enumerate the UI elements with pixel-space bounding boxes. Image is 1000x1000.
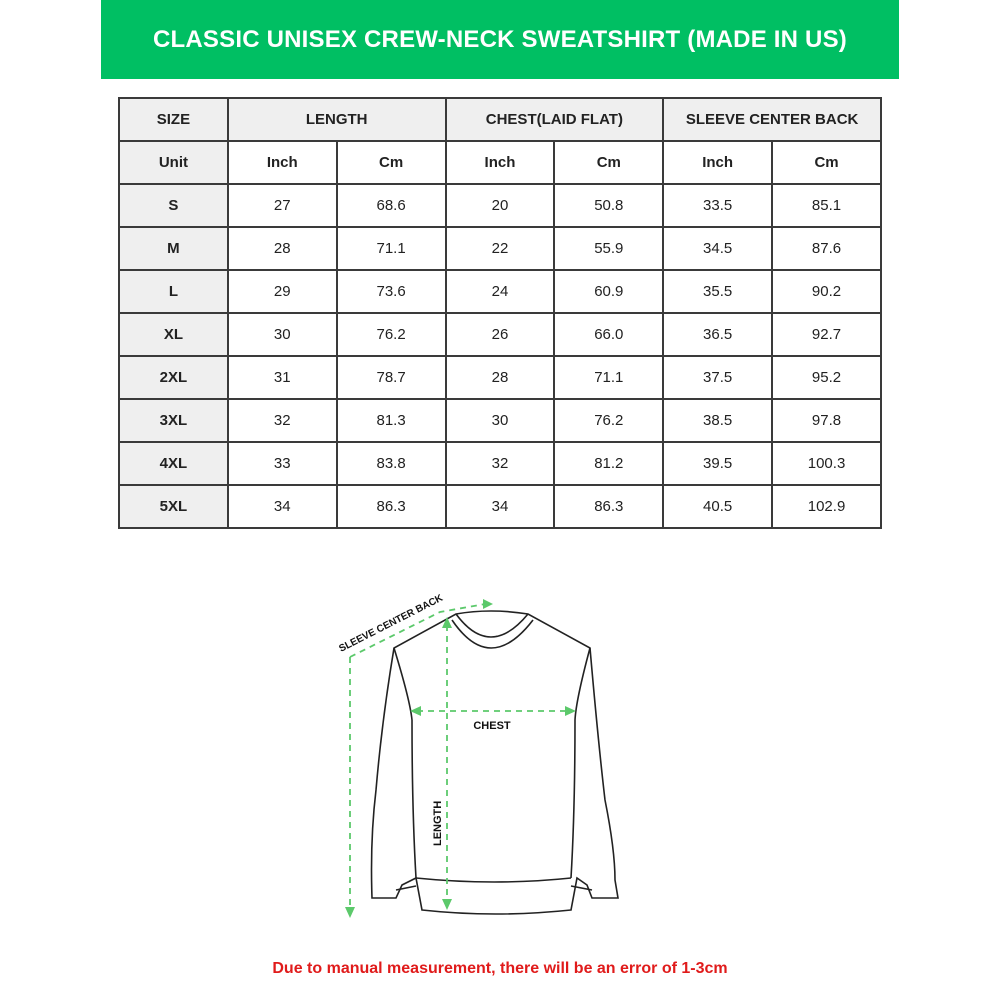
value-cell: 22 — [444, 226, 556, 271]
unit-cell: Unit — [118, 140, 229, 185]
table-row: L 29 73.6 24 60.9 35.5 90.2 — [118, 269, 882, 314]
unit-cell: Cm — [553, 140, 665, 185]
value-cell: 76.2 — [553, 398, 665, 443]
value-cell: 60.9 — [553, 269, 665, 314]
value-cell: 81.3 — [335, 398, 447, 443]
title-banner: CLASSIC UNISEX CREW-NECK SWEATSHIRT (MAD… — [101, 0, 899, 79]
unit-cell: Cm — [335, 140, 447, 185]
value-cell: 27 — [226, 183, 338, 228]
value-cell: 73.6 — [335, 269, 447, 314]
value-cell: 55.9 — [553, 226, 665, 271]
value-cell: 32 — [444, 441, 556, 486]
value-cell: 97.8 — [771, 398, 882, 443]
value-cell: 86.3 — [335, 484, 447, 529]
header-row: SIZE LENGTH CHEST(LAID FLAT) SLEEVE CENT… — [118, 97, 882, 142]
value-cell: 34 — [226, 484, 338, 529]
value-cell: 24 — [444, 269, 556, 314]
header-chest: CHEST(LAID FLAT) — [444, 97, 665, 142]
header-size: SIZE — [118, 97, 229, 142]
value-cell: 76.2 — [335, 312, 447, 357]
value-cell: 37.5 — [662, 355, 774, 400]
header-length: LENGTH — [226, 97, 447, 142]
table-row: 2XL 31 78.7 28 71.1 37.5 95.2 — [118, 355, 882, 400]
value-cell: 34.5 — [662, 226, 774, 271]
value-cell: 78.7 — [335, 355, 447, 400]
unit-cell: Cm — [771, 140, 882, 185]
chest-label: CHEST — [473, 720, 511, 732]
value-cell: 50.8 — [553, 183, 665, 228]
value-cell: 39.5 — [662, 441, 774, 486]
value-cell: 71.1 — [335, 226, 447, 271]
value-cell: 85.1 — [771, 183, 882, 228]
value-cell: 20 — [444, 183, 556, 228]
size-cell: 3XL — [118, 398, 229, 443]
table-row: S 27 68.6 20 50.8 33.5 85.1 — [118, 183, 882, 228]
size-cell: S — [118, 183, 229, 228]
value-cell: 28 — [444, 355, 556, 400]
unit-cell: Inch — [226, 140, 338, 185]
value-cell: 86.3 — [553, 484, 665, 529]
table-row: XL 30 76.2 26 66.0 36.5 92.7 — [118, 312, 882, 357]
unit-cell: Inch — [662, 140, 774, 185]
length-label: LENGTH — [432, 801, 444, 846]
value-cell: 102.9 — [771, 484, 882, 529]
value-cell: 95.2 — [771, 355, 882, 400]
size-cell: 4XL — [118, 441, 229, 486]
size-cell: L — [118, 269, 229, 314]
measure-arrows — [349, 603, 568, 910]
value-cell: 83.8 — [335, 441, 447, 486]
sleeve-label: SLEEVE CENTER BACK — [337, 592, 445, 654]
value-cell: 30 — [226, 312, 338, 357]
value-cell: 34 — [444, 484, 556, 529]
value-cell: 40.5 — [662, 484, 774, 529]
size-cell: 2XL — [118, 355, 229, 400]
size-chart-table: SIZE LENGTH CHEST(LAID FLAT) SLEEVE CENT… — [118, 97, 882, 529]
value-cell: 100.3 — [771, 441, 882, 486]
table-row: 3XL 32 81.3 30 76.2 38.5 97.8 — [118, 398, 882, 443]
value-cell: 33 — [226, 441, 338, 486]
value-cell: 28 — [226, 226, 338, 271]
value-cell: 71.1 — [553, 355, 665, 400]
value-cell: 90.2 — [771, 269, 882, 314]
table-row: 4XL 33 83.8 32 81.2 39.5 100.3 — [118, 441, 882, 486]
value-cell: 26 — [444, 312, 556, 357]
table-row: M 28 71.1 22 55.9 34.5 87.6 — [118, 226, 882, 271]
size-cell: M — [118, 226, 229, 271]
unit-row: Unit Inch Cm Inch Cm Inch Cm — [118, 140, 882, 185]
value-cell: 30 — [444, 398, 556, 443]
value-cell: 68.6 — [335, 183, 447, 228]
value-cell: 31 — [226, 355, 338, 400]
size-cell: XL — [118, 312, 229, 357]
arrowheads — [345, 599, 576, 918]
sweatshirt-outline — [370, 610, 619, 915]
sweatshirt-diagram: SLEEVE CENTER BACK CHEST LENGTH — [337, 592, 619, 918]
value-cell: 33.5 — [662, 183, 774, 228]
value-cell: 32 — [226, 398, 338, 443]
value-cell: 36.5 — [662, 312, 774, 357]
measurement-note: Due to manual measurement, there will be… — [272, 960, 728, 977]
header-sleeve: SLEEVE CENTER BACK — [662, 97, 882, 142]
size-cell: 5XL — [118, 484, 229, 529]
value-cell: 92.7 — [771, 312, 882, 357]
table-row: 5XL 34 86.3 34 86.3 40.5 102.9 — [118, 484, 882, 529]
value-cell: 29 — [226, 269, 338, 314]
value-cell: 35.5 — [662, 269, 774, 314]
value-cell: 38.5 — [662, 398, 774, 443]
value-cell: 87.6 — [771, 226, 882, 271]
value-cell: 66.0 — [553, 312, 665, 357]
value-cell: 81.2 — [553, 441, 665, 486]
unit-cell: Inch — [444, 140, 556, 185]
page-title: CLASSIC UNISEX CREW-NECK SWEATSHIRT (MAD… — [152, 25, 847, 53]
